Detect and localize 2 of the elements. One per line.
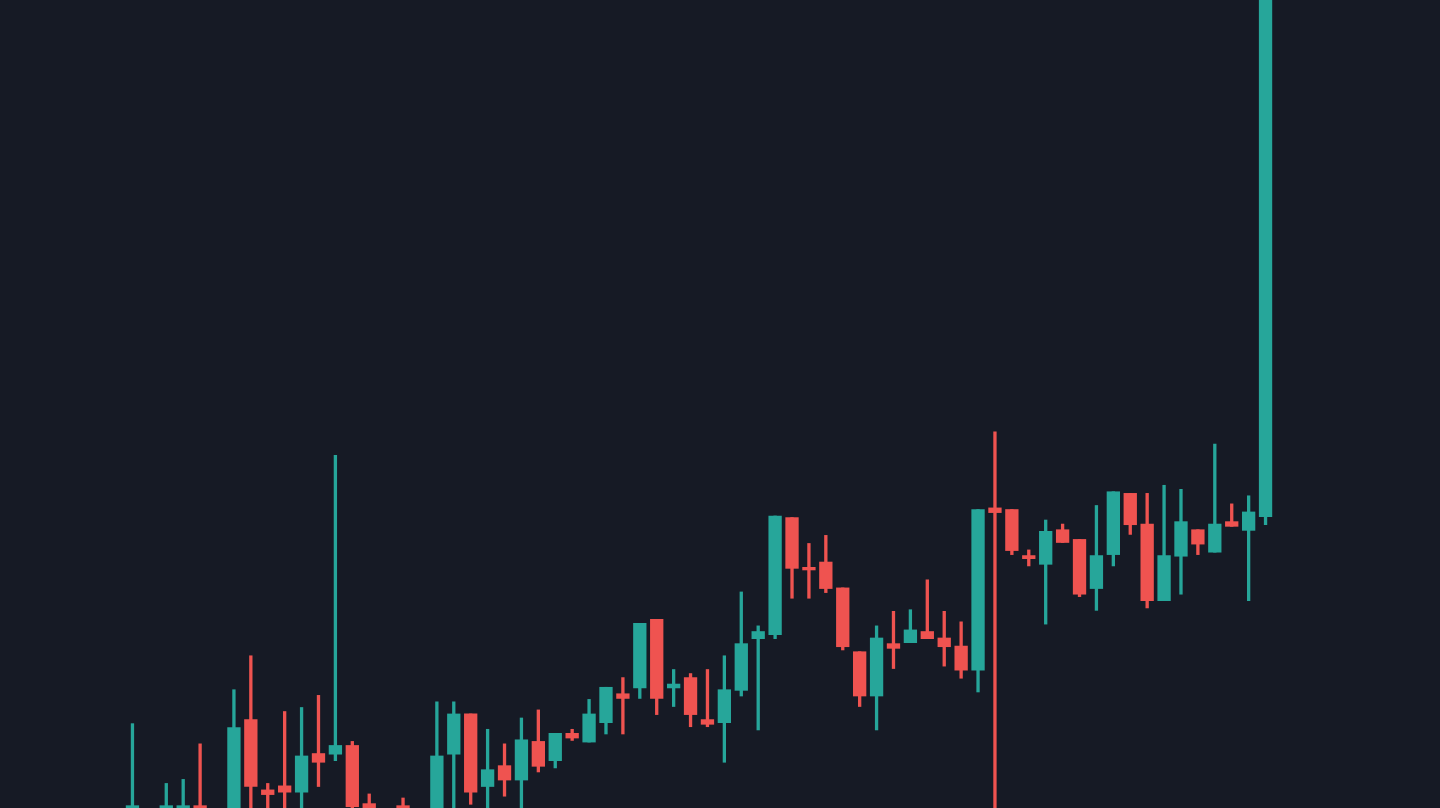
candlestick [193, 743, 207, 808]
candlestick [616, 677, 630, 735]
